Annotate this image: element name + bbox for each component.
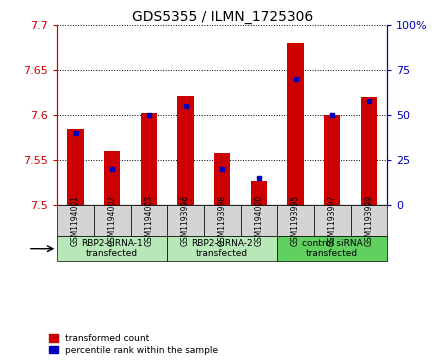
Text: GSM1193996: GSM1193996 [181,195,190,246]
Bar [141,113,157,205]
FancyBboxPatch shape [277,205,314,236]
FancyBboxPatch shape [351,205,387,236]
Bar [67,129,84,205]
Text: GSM1193998: GSM1193998 [218,195,227,246]
Bar [287,44,304,205]
Text: GSM1194000: GSM1194000 [254,195,264,246]
FancyBboxPatch shape [167,236,277,261]
Bar [104,151,121,205]
Bar [361,97,377,205]
Text: GSM1194001: GSM1194001 [71,195,80,246]
Text: GSM1193999: GSM1193999 [364,195,374,246]
Legend: transformed count, percentile rank within the sample: transformed count, percentile rank withi… [48,334,218,355]
Title: GDS5355 / ILMN_1725306: GDS5355 / ILMN_1725306 [132,11,313,24]
Text: GSM1194003: GSM1194003 [144,195,154,246]
FancyBboxPatch shape [94,205,131,236]
FancyBboxPatch shape [167,205,204,236]
Bar [324,115,341,205]
Bar [177,95,194,205]
FancyBboxPatch shape [57,236,167,261]
FancyBboxPatch shape [241,205,277,236]
Text: GSM1193997: GSM1193997 [328,195,337,246]
FancyBboxPatch shape [314,205,351,236]
Text: RBP2-siRNA-2
transfected: RBP2-siRNA-2 transfected [191,239,253,258]
Bar [251,181,267,205]
Text: control siRNA
transfected: control siRNA transfected [302,239,363,258]
FancyBboxPatch shape [57,205,94,236]
Text: GSM1194002: GSM1194002 [108,195,117,246]
FancyBboxPatch shape [277,236,387,261]
Bar [214,153,231,205]
FancyBboxPatch shape [204,205,241,236]
Text: RBP2-siRNA-1
transfected: RBP2-siRNA-1 transfected [81,239,143,258]
Text: GSM1193995: GSM1193995 [291,195,300,246]
FancyBboxPatch shape [131,205,167,236]
